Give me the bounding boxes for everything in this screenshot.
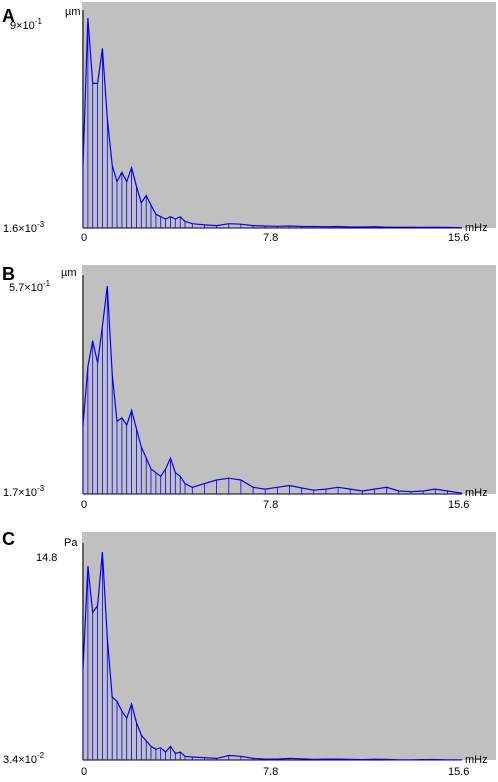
y-unit-label: Pa	[64, 537, 78, 549]
data-series	[82, 17, 463, 229]
x-tick-label: 0	[81, 766, 87, 778]
x-tick-label: 7.8	[263, 232, 278, 244]
data-series	[82, 551, 463, 761]
plot-area	[82, 265, 496, 494]
y-max-exponent: -1	[35, 17, 43, 26]
data-series	[82, 285, 463, 494]
y-max-mantissa: 9×10	[10, 20, 35, 32]
y-max-label: 5.7×10-1	[9, 279, 51, 294]
panel-b: B µm 5.7×10-1 1.7×10-3 mHz 0 7.8 15.6	[2, 264, 496, 511]
y-min-exponent: -3	[37, 220, 45, 229]
series-line	[82, 285, 463, 494]
x-tick-label: 0	[81, 499, 87, 511]
x-tick-label: 7.8	[263, 499, 278, 511]
y-min-mantissa: 3.4×10	[3, 754, 37, 766]
y-min-label: 3.4×10-2	[3, 751, 45, 766]
series-line	[82, 17, 463, 229]
y-max-mantissa: 14.8	[36, 552, 57, 564]
x-unit-label: mHz	[465, 754, 488, 766]
y-min-mantissa: 1.7×10	[3, 487, 37, 499]
y-max-mantissa: 5.7×10	[9, 282, 43, 294]
y-min-label: 1.6×10-3	[3, 220, 45, 235]
y-min-mantissa: 1.6×10	[3, 223, 37, 235]
y-min-exponent: -3	[37, 484, 45, 493]
panel-label: B	[2, 264, 15, 284]
x-tick-label: 15.6	[448, 766, 469, 778]
panel-label: A	[2, 6, 15, 26]
y-max-label: 14.8	[36, 552, 57, 564]
plot-area	[82, 2, 496, 228]
y-min-label: 1.7×10-3	[3, 484, 45, 499]
panel-a: A µm 9×10-1 1.6×10-3 mHz 0 7.8 15.6	[2, 2, 496, 244]
x-tick-label: 0	[81, 232, 87, 244]
y-unit-label: µm	[65, 6, 81, 18]
x-tick-label: 7.8	[263, 766, 278, 778]
y-unit-label: µm	[61, 267, 77, 279]
y-min-exponent: -2	[37, 751, 45, 760]
x-unit-label: mHz	[465, 222, 488, 234]
plot-area	[82, 532, 496, 760]
panel-c: C Pa 14.8 3.4×10-2 mHz 0 7.8 15.6	[2, 529, 496, 778]
x-tick-label: 15.6	[448, 232, 469, 244]
y-max-label: 9×10-1	[10, 17, 42, 32]
series-line	[82, 551, 463, 761]
panel-label: C	[2, 529, 15, 549]
x-unit-label: mHz	[465, 487, 488, 499]
x-tick-label: 15.6	[448, 499, 469, 511]
y-max-exponent: -1	[43, 279, 51, 288]
